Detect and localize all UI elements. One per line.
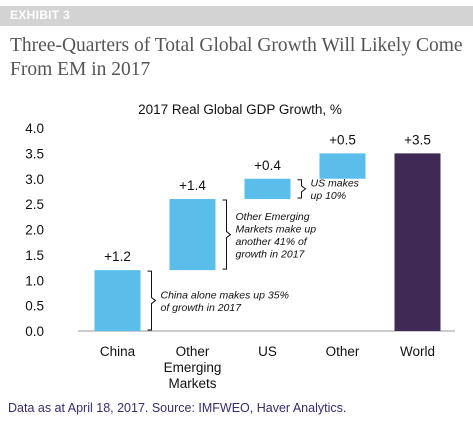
- y-tick-label: 0.0: [25, 324, 44, 339]
- x-category-label: China: [100, 344, 136, 359]
- chart-title: 2017 Real Global GDP Growth, %: [138, 102, 342, 117]
- x-category-label: Other: [176, 344, 210, 359]
- y-tick-label: 3.0: [25, 172, 44, 187]
- bar-value-label: +3.5: [404, 132, 431, 147]
- annotation-bracket: [222, 199, 232, 270]
- x-category-label: Other: [326, 344, 360, 359]
- annotation-text: Other Emerging: [236, 211, 310, 223]
- bar-value-label: +0.4: [254, 158, 281, 173]
- x-category-label: World: [400, 344, 435, 359]
- y-tick-label: 2.5: [25, 197, 44, 212]
- annotation-text: China alone makes up 35%: [161, 289, 289, 301]
- annotation-text: up 10%: [311, 190, 347, 202]
- headline-line-1: Three-Quarters of Total Global Growth Wi…: [10, 35, 463, 56]
- annotation-text: US makes: [311, 178, 360, 190]
- x-category-label: US: [258, 344, 277, 359]
- headline-line-2: From EM in 2017: [10, 59, 151, 80]
- bar: [244, 178, 291, 200]
- bar: [319, 153, 366, 179]
- waterfall-chart: 2017 Real Global GDP Growth, % 0.0 0.5 1.0 1…: [25, 102, 455, 391]
- exhibit-banner: EXHIBIT 3: [0, 6, 473, 26]
- bar: [394, 153, 441, 331]
- annotation-text: growth in 2017: [236, 248, 306, 260]
- y-tick-label: 2.0: [25, 223, 44, 238]
- y-tick-label: 3.5: [25, 146, 44, 161]
- headline: Three-Quarters of Total Global Growth Wi…: [10, 34, 465, 82]
- y-tick-label: 1.0: [25, 273, 44, 288]
- annotation-text: another 41% of: [236, 236, 308, 248]
- bar-value-label: +1.2: [104, 249, 131, 264]
- bar: [169, 199, 216, 271]
- bar-value-label: +1.4: [179, 178, 206, 193]
- annotation-text: Markets make up: [236, 223, 317, 235]
- annotation-text: of growth in 2017: [161, 302, 243, 314]
- annotation-bracket: [147, 270, 157, 331]
- bar-value-label: +0.5: [329, 132, 356, 147]
- x-category-label: Markets: [168, 376, 216, 391]
- y-tick-label: 1.5: [25, 248, 44, 263]
- bar: [94, 270, 141, 331]
- annotation-bracket: [297, 179, 307, 199]
- y-tick-label: 4.0: [25, 121, 44, 136]
- source-note: Data as at April 18, 2017. Source: IMFWE…: [8, 401, 347, 415]
- y-tick-label: 0.5: [25, 299, 44, 314]
- x-category-label: Emerging: [164, 360, 222, 375]
- exhibit-label: EXHIBIT 3: [10, 8, 71, 22]
